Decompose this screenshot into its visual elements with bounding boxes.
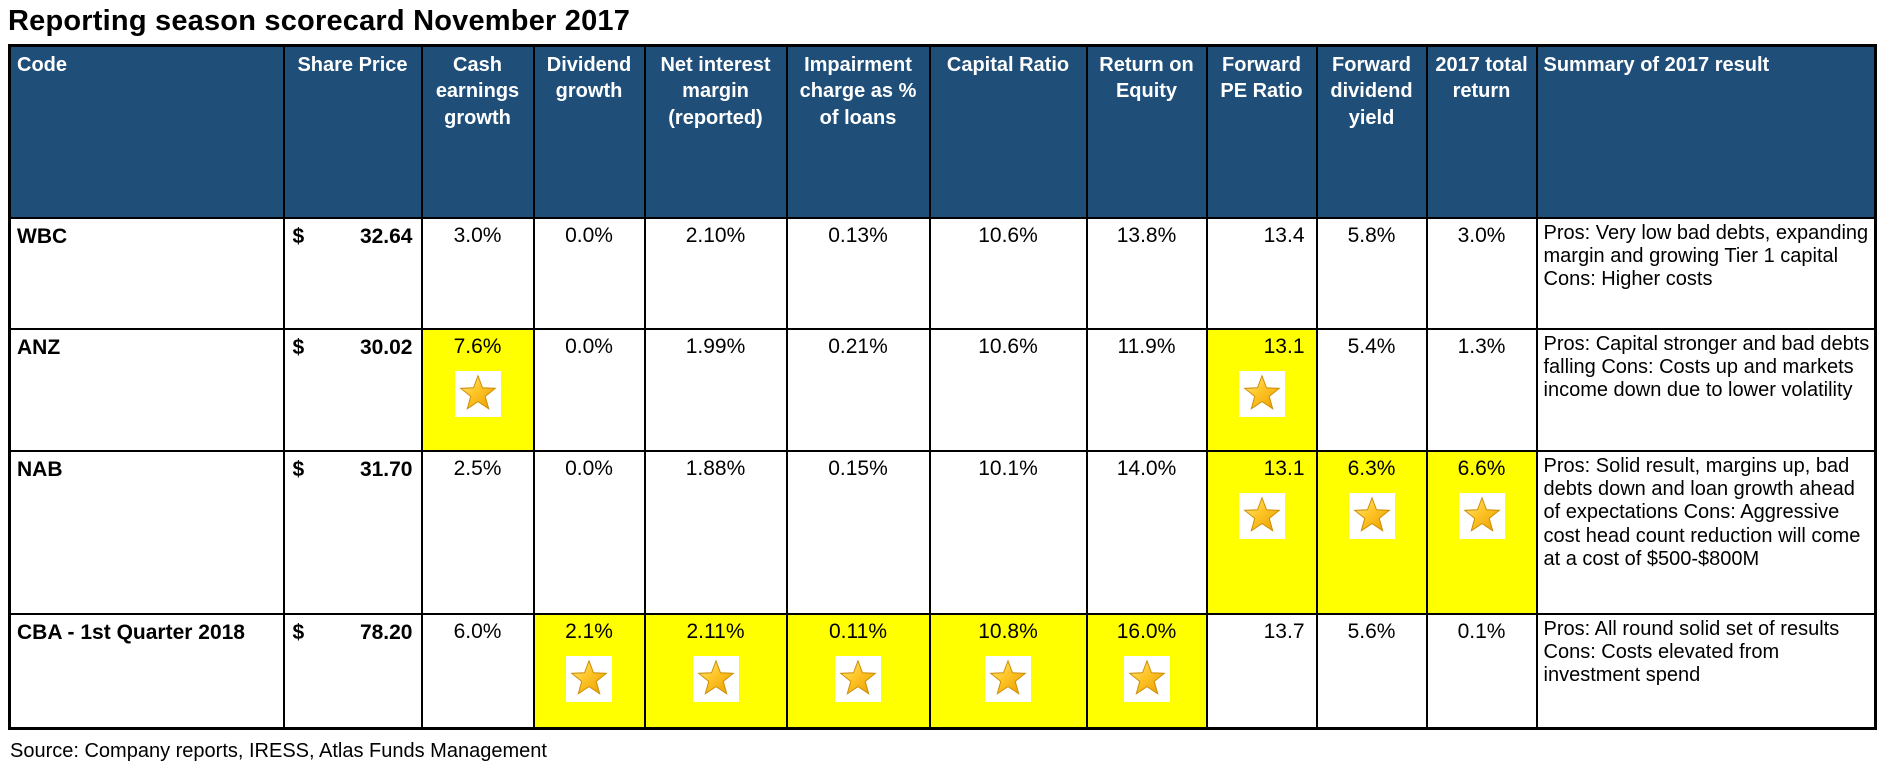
table-row-nab: NAB $ 31.70 2.5% 0.0% 1.88% 0.15% 10.1% … — [8, 449, 1877, 615]
metric-cell: 5.8% — [1315, 216, 1428, 330]
star-icon — [1238, 492, 1285, 539]
metric-cell: 0.11% — [785, 612, 931, 730]
column-header-return-on-equity: Return on Equity — [1085, 44, 1208, 219]
code-cell: NAB — [8, 449, 285, 615]
share-price-cell: $ 78.20 — [282, 612, 423, 730]
metric-cell: 3.0% — [1425, 216, 1538, 330]
table-row-cba: CBA - 1st Quarter 2018 $ 78.20 6.0% 2.1%… — [8, 612, 1877, 730]
star-icon — [1348, 492, 1395, 539]
metric-cell: 3.0% — [420, 216, 535, 330]
metric-cell: 13.1 — [1205, 449, 1318, 615]
price-value: 30.02 — [359, 335, 413, 359]
code-cell: CBA - 1st Quarter 2018 — [8, 612, 285, 730]
column-header-impairment-charge: Impairment charge as % of loans — [785, 44, 931, 219]
page-title: Reporting season scorecard November 2017 — [8, 5, 631, 37]
metric-cell: 10.1% — [928, 449, 1088, 615]
star-icon — [835, 655, 881, 702]
source-note: Source: Company reports, IRESS, Atlas Fu… — [10, 740, 547, 762]
share-price-cell: $ 32.64 — [282, 216, 423, 330]
column-header-capital-ratio: Capital Ratio — [928, 44, 1088, 219]
column-header-forward-pe-ratio: Forward PE Ratio — [1205, 44, 1318, 219]
summary-cell: Pros: Capital stronger and bad debts fal… — [1535, 327, 1877, 452]
metric-cell: 2.1% — [532, 612, 646, 730]
metric-cell: 0.15% — [785, 449, 931, 615]
header-row: Code Share Price Cash earnings growth Di… — [8, 44, 1877, 219]
metric-cell: 2.11% — [643, 612, 788, 730]
star-icon — [1458, 492, 1505, 539]
metric-cell: 10.8% — [928, 612, 1088, 730]
price-value: 31.70 — [359, 457, 413, 481]
currency-symbol: $ — [292, 224, 305, 248]
metric-cell: 1.88% — [643, 449, 788, 615]
metric-cell: 0.0% — [532, 216, 646, 330]
metric-cell: 2.10% — [643, 216, 788, 330]
currency-symbol: $ — [292, 335, 305, 359]
column-header-share-price: Share Price — [282, 44, 423, 219]
metric-cell: 6.0% — [420, 612, 535, 730]
metric-cell: 1.3% — [1425, 327, 1538, 452]
star-icon — [1123, 655, 1170, 702]
metric-cell: 13.4 — [1205, 216, 1318, 330]
metric-cell: 5.6% — [1315, 612, 1428, 730]
column-header-net-interest-margin: Net interest margin (reported) — [643, 44, 788, 219]
share-price-cell: $ 31.70 — [282, 449, 423, 615]
metric-cell: 0.13% — [785, 216, 931, 330]
currency-symbol: $ — [292, 620, 305, 644]
metric-cell: 5.4% — [1315, 327, 1428, 452]
column-header-cash-earnings-growth: Cash earnings growth — [420, 44, 535, 219]
metric-cell: 13.7 — [1205, 612, 1318, 730]
star-icon — [566, 655, 612, 702]
price-value: 32.64 — [359, 224, 413, 248]
column-header-forward-dividend-yield: Forward dividend yield — [1315, 44, 1428, 219]
column-header-dividend-growth: Dividend growth — [532, 44, 646, 219]
star-icon — [454, 370, 501, 417]
price-value: 78.20 — [359, 620, 413, 644]
scorecard-table: Code Share Price Cash earnings growth Di… — [8, 44, 1877, 730]
metric-cell: 1.99% — [643, 327, 788, 452]
column-header-2017-total-return: 2017 total return — [1425, 44, 1538, 219]
metric-cell: 7.6% — [420, 327, 535, 452]
metric-cell: 14.0% — [1085, 449, 1208, 615]
star-icon — [985, 655, 1031, 702]
metric-cell: 13.1 — [1205, 327, 1318, 452]
metric-cell: 6.3% — [1315, 449, 1428, 615]
column-header-summary: Summary of 2017 result — [1535, 44, 1877, 219]
metric-cell: 0.1% — [1425, 612, 1538, 730]
metric-cell: 0.0% — [532, 449, 646, 615]
star-icon — [692, 655, 739, 702]
code-cell: ANZ — [8, 327, 285, 452]
metric-cell: 0.0% — [532, 327, 646, 452]
metric-cell: 10.6% — [928, 327, 1088, 452]
summary-cell: Pros: Solid result, margins up, bad debt… — [1535, 449, 1877, 615]
metric-cell: 11.9% — [1085, 327, 1208, 452]
metric-cell: 10.6% — [928, 216, 1088, 330]
summary-cell: Pros: Very low bad debts, expanding marg… — [1535, 216, 1877, 330]
summary-cell: Pros: All round solid set of results Con… — [1535, 612, 1877, 730]
table-row-anz: ANZ $ 30.02 7.6% 0.0% 1.99% 0.21% 10.6% … — [8, 327, 1877, 452]
metric-cell: 13.8% — [1085, 216, 1208, 330]
table-row-wbc: WBC $ 32.64 3.0% 0.0% 2.10% 0.13% 10.6% … — [8, 216, 1877, 330]
code-cell: WBC — [8, 216, 285, 330]
metric-cell: 16.0% — [1085, 612, 1208, 730]
metric-cell: 0.21% — [785, 327, 931, 452]
share-price-cell: $ 30.02 — [282, 327, 423, 452]
star-icon — [1238, 370, 1285, 417]
column-header-code: Code — [8, 44, 285, 219]
metric-cell: 6.6% — [1425, 449, 1538, 615]
metric-cell: 2.5% — [420, 449, 535, 615]
currency-symbol: $ — [292, 457, 305, 481]
